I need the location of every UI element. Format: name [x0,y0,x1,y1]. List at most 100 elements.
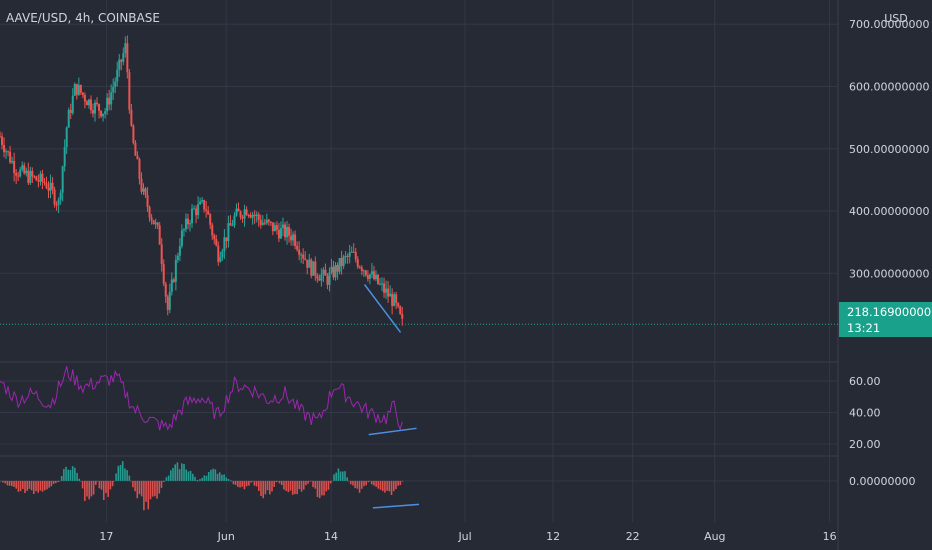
osc-trendline [368,427,417,436]
candle-body [364,270,367,276]
candle-body [249,215,252,218]
candle-body [164,283,167,297]
candle-body [383,283,386,293]
candle-body [332,266,335,278]
histogram-bar [266,480,269,491]
candle-body [292,234,295,241]
histogram-bar [74,467,76,481]
candle-body [47,187,50,191]
histogram-bar [57,480,59,482]
candle-body [85,101,88,106]
candle-body [397,303,400,307]
histogram-bar [203,475,206,481]
candle-body [387,288,390,297]
histogram-bar [333,474,335,481]
histogram-bar [323,480,325,496]
candle-body [61,166,64,193]
candle-body [308,259,311,268]
histogram-bar [312,480,314,488]
histogram-bar [145,480,147,502]
histogram-bar [201,477,203,481]
histogram-bar [140,480,143,497]
histogram-bar [24,480,26,494]
histogram-bar [11,480,13,487]
candle-body [140,178,143,192]
histogram-bar [260,480,262,496]
candle-body [89,99,92,111]
histogram-bar [237,480,239,487]
candle-body [19,169,22,177]
histogram-bar [264,480,267,495]
histogram-bar [360,480,363,489]
y-tick-label: 400.00000000 [849,205,929,218]
candle-body [73,83,76,96]
histogram-bar [33,480,35,494]
candle-body [328,272,331,285]
histogram-bar [339,471,342,481]
histogram-bar [165,477,168,481]
candle-body [130,109,133,126]
histogram-bar [119,464,122,481]
candle-body [245,209,248,216]
x-tick-label: 16 [823,530,837,543]
histogram-bar [327,480,330,490]
candle-body [9,151,12,163]
candle-body [53,189,56,205]
histogram-bar [19,480,22,492]
histogram-bar [156,480,158,499]
histogram-bar [399,480,402,486]
histogram-bar [212,468,214,481]
candle-body [306,259,309,268]
candle-body [37,180,40,182]
candle-body [399,306,402,314]
histogram-bar [370,480,373,485]
histogram-bar [223,474,225,481]
price-trendline [363,284,402,333]
y-tick-label: 600.00000000 [849,80,929,93]
histogram-bar [344,471,346,481]
candle-body [300,254,303,256]
histogram-bar [98,480,101,489]
oscillator-line [0,366,403,431]
candle-body [15,172,18,176]
grid-lines [0,0,839,550]
candle-body [205,209,208,211]
candle-body [219,257,222,262]
histogram-bar [346,477,349,481]
histogram-bar [356,480,359,489]
candle-body [207,210,210,215]
histogram-bar [138,480,141,495]
candle-body [96,102,99,105]
candle-body [13,160,16,173]
candle-body [114,81,117,87]
candle-body [265,219,268,224]
histogram-bar [4,480,6,484]
candle-body [122,53,125,62]
candle-body [393,294,396,306]
candle-body [203,200,206,210]
candle-body [1,136,4,145]
candle-body [55,204,58,206]
candle-body [376,274,379,284]
histogram-bar [48,480,50,488]
candle-body [395,294,398,304]
x-tick-label: Jul [457,530,471,543]
candle-body [156,222,159,226]
candle-body [348,252,351,257]
histogram-bar [76,472,78,481]
histogram-bar [347,480,350,482]
candle-body [152,220,155,225]
histogram-bar [262,480,264,499]
candle-body [148,206,151,218]
histogram-bar [325,480,328,492]
histogram-bar [241,480,244,487]
histogram-bar [401,480,404,482]
candle-body [401,313,404,319]
oscillator-pane [0,366,417,436]
histogram-bar [379,480,382,490]
histogram-bar [55,480,57,484]
histogram-bar [384,480,386,493]
histogram-bar [377,480,380,489]
histogram-bar [273,480,275,487]
